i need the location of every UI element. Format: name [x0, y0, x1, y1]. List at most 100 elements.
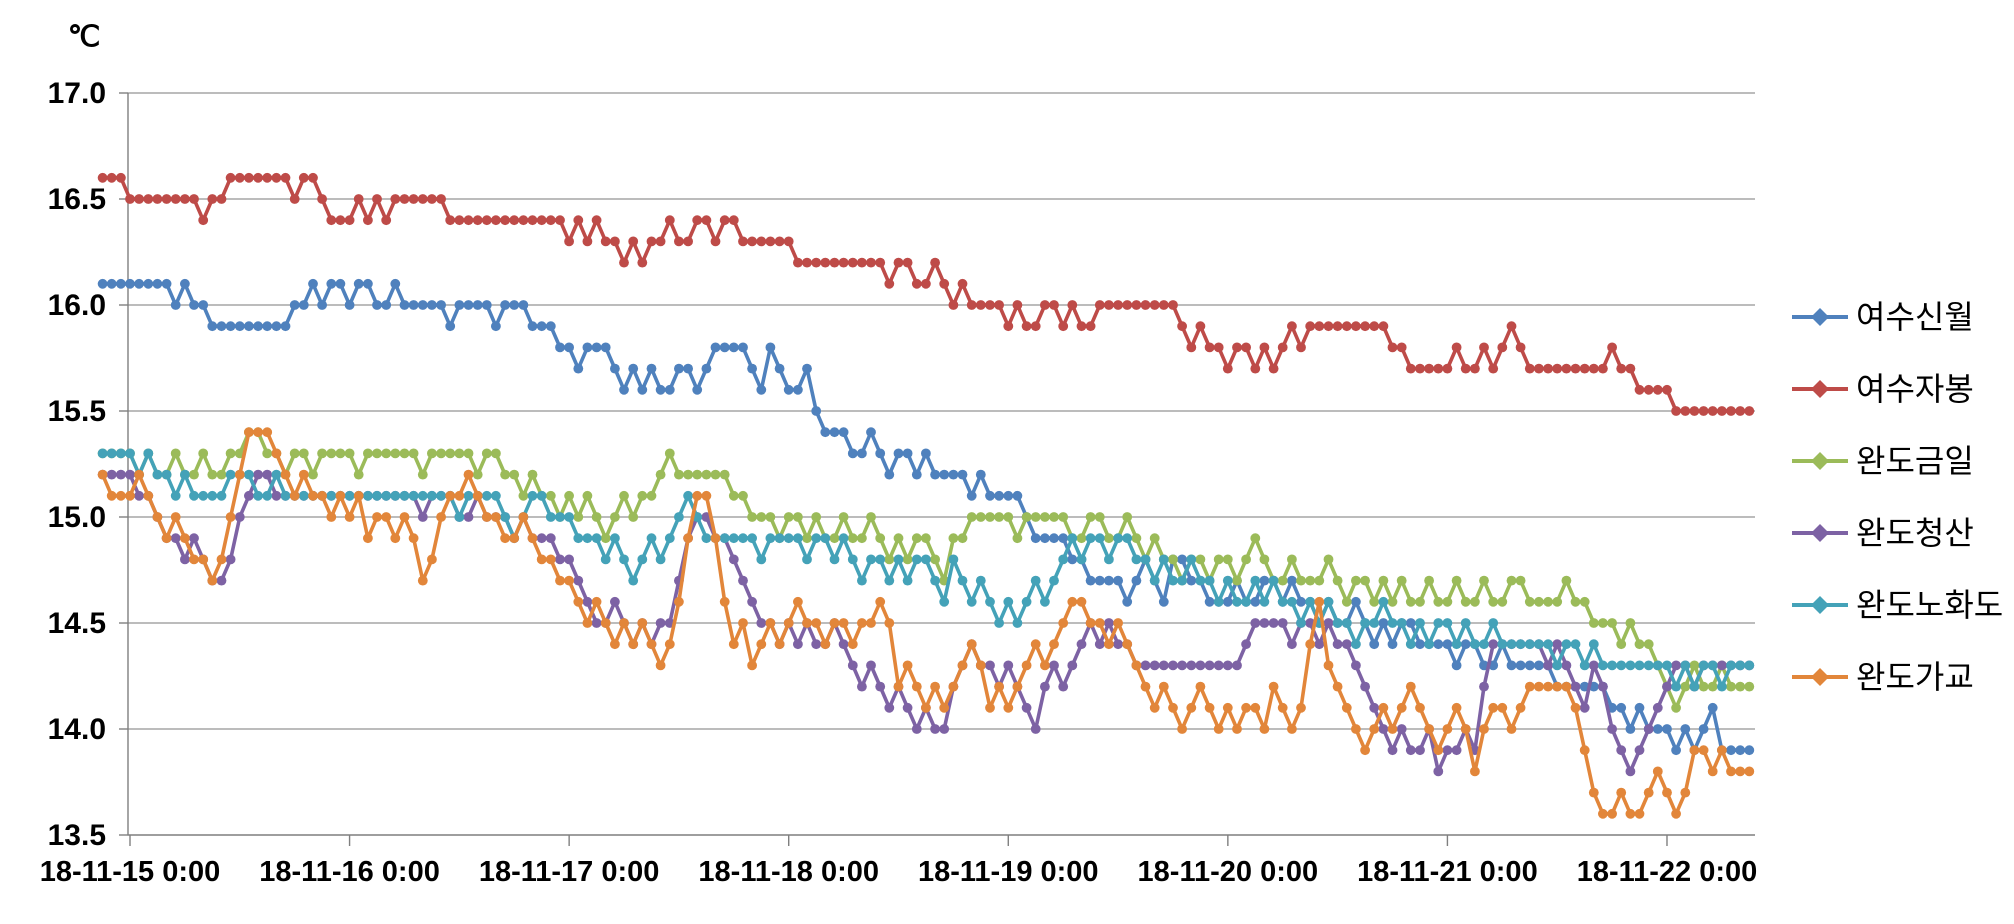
data-point-marker	[1433, 639, 1444, 650]
data-point-marker	[646, 533, 657, 544]
data-point-marker	[802, 257, 812, 268]
data-point-marker	[1049, 533, 1059, 544]
data-point-marker	[280, 469, 291, 480]
data-point-marker	[1451, 660, 1462, 671]
data-point-marker	[857, 575, 867, 586]
data-point-marker	[1314, 575, 1325, 586]
data-point-marker	[1049, 300, 1059, 310]
data-point-marker	[875, 554, 886, 565]
data-point-marker	[1085, 575, 1096, 586]
data-point-marker	[674, 469, 684, 480]
data-point-marker	[1268, 363, 1279, 374]
data-point-marker	[417, 512, 428, 522]
data-point-marker	[664, 639, 675, 650]
data-point-marker	[1287, 639, 1297, 650]
data-point-marker	[363, 533, 373, 544]
data-point-marker	[1076, 554, 1087, 565]
data-point-marker	[1012, 300, 1023, 310]
data-point-marker	[445, 215, 456, 226]
data-point-marker	[710, 469, 721, 480]
legend-marker-icon	[1811, 452, 1829, 470]
data-point-marker	[902, 257, 913, 268]
data-point-marker	[527, 215, 538, 226]
data-point-marker	[97, 469, 108, 480]
data-point-marker	[1451, 639, 1462, 650]
data-point-marker	[244, 469, 254, 480]
data-point-marker	[948, 681, 959, 692]
data-point-marker	[1726, 660, 1736, 671]
legend-label: 여수자봉	[1856, 371, 1974, 407]
data-point-marker	[573, 533, 584, 544]
legend-item-완도금일: 완도금일	[1792, 443, 1974, 479]
data-point-marker	[1094, 533, 1105, 544]
data-point-marker	[966, 596, 977, 607]
x-tick-label: 18-11-19 0:00	[918, 856, 1099, 888]
data-point-marker	[207, 469, 218, 480]
data-point-marker	[1360, 618, 1370, 628]
data-point-marker	[664, 448, 675, 459]
data-point-marker	[308, 469, 318, 480]
data-point-marker	[655, 384, 666, 395]
data-point-marker	[1259, 342, 1270, 353]
data-point-marker	[1168, 554, 1178, 565]
data-point-marker	[573, 512, 584, 522]
data-point-marker	[1030, 575, 1041, 586]
data-point-marker	[518, 512, 529, 522]
data-point-marker	[1534, 639, 1544, 650]
data-point-marker	[811, 257, 822, 268]
data-point-marker	[417, 194, 428, 204]
data-point-marker	[399, 194, 410, 204]
legend-label: 완도가교	[1856, 659, 1974, 695]
data-point-marker	[1287, 724, 1297, 734]
data-point-marker	[1021, 702, 1032, 713]
y-axis: 17.0 16.5 16.0 15.5 15.0 14.5 14.0 13.5	[48, 77, 129, 852]
data-point-marker	[1232, 660, 1242, 671]
data-point-marker	[1598, 681, 1608, 692]
data-point-marker	[1561, 363, 1572, 374]
data-point-marker	[1717, 660, 1727, 671]
x-tick-label: 18-11-20 0:00	[1138, 856, 1319, 888]
data-point-marker	[253, 427, 263, 438]
data-point-marker	[875, 257, 886, 268]
data-point-marker	[1021, 596, 1032, 607]
data-point-marker	[683, 363, 693, 374]
data-point-marker	[1479, 681, 1489, 692]
data-point-marker	[207, 321, 218, 332]
data-point-marker	[1442, 618, 1453, 628]
data-point-marker	[1405, 363, 1416, 374]
data-point-marker	[1250, 575, 1261, 586]
data-point-marker	[1314, 596, 1325, 607]
data-point-marker	[244, 490, 254, 501]
data-point-marker	[353, 469, 364, 480]
data-point-marker	[262, 321, 273, 332]
data-point-marker	[381, 490, 392, 501]
legend-label: 여수신월	[1856, 299, 1974, 335]
data-point-marker	[1058, 321, 1069, 332]
data-point-marker	[1003, 660, 1014, 671]
data-point-marker	[1570, 702, 1581, 713]
data-point-marker	[1003, 512, 1014, 522]
data-point-marker	[372, 300, 382, 310]
data-point-marker	[1680, 681, 1691, 692]
data-point-marker	[857, 681, 867, 692]
data-point-marker	[884, 702, 895, 713]
data-point-marker	[463, 490, 474, 501]
data-point-marker	[1643, 787, 1654, 798]
data-point-marker	[838, 257, 849, 268]
data-point-marker	[280, 321, 291, 332]
data-point-marker	[335, 448, 346, 459]
data-point-marker	[1378, 575, 1389, 586]
data-point-marker	[481, 300, 492, 310]
data-point-marker	[957, 660, 968, 671]
data-point-marker	[1717, 681, 1727, 692]
data-point-marker	[399, 512, 410, 522]
data-point-marker	[1433, 766, 1444, 777]
data-point-marker	[793, 639, 803, 650]
data-point-marker	[271, 490, 282, 501]
data-point-marker	[491, 215, 501, 226]
data-point-marker	[1488, 702, 1499, 713]
data-point-marker	[1698, 406, 1709, 416]
data-point-marker	[1222, 660, 1233, 671]
data-point-marker	[1424, 363, 1434, 374]
data-point-marker	[674, 512, 684, 522]
